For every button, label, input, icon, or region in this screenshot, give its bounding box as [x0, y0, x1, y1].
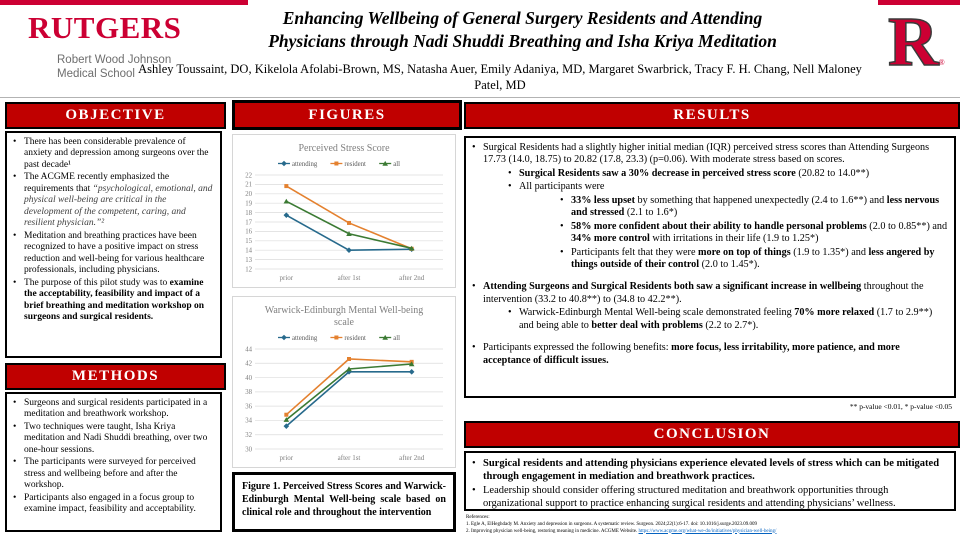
svg-text:prior: prior: [280, 454, 294, 462]
results-content-box: Surgical Residents had a slightly higher…: [464, 136, 956, 398]
methods-content-box: Surgeons and surgical residents particip…: [5, 392, 222, 532]
bullet-item: Leadership should consider offering stru…: [470, 484, 948, 509]
registered-trademark-icon: ®: [938, 58, 945, 67]
bullet-item: All participants were: [506, 181, 948, 194]
results-section-header: RESULTS: [464, 102, 960, 129]
svg-text:38: 38: [245, 389, 252, 396]
svg-text:30: 30: [245, 446, 252, 453]
bullet-item: Attending Surgeons and Surgical Resident…: [470, 281, 948, 306]
bullet-item: The ACGME recently emphasized the requir…: [11, 172, 214, 229]
svg-text:21: 21: [245, 182, 252, 189]
bullet-item: The purpose of this pilot study was to e…: [11, 278, 214, 324]
svg-text:16: 16: [245, 229, 252, 236]
top-red-bar-right: [878, 0, 960, 5]
poster-title-line1: Enhancing Wellbeing of General Surgery R…: [282, 8, 763, 28]
rutgers-wordmark-logo: RUTGERS: [28, 10, 182, 45]
svg-text:attending: attending: [292, 161, 318, 168]
svg-text:13: 13: [245, 257, 252, 264]
conclusion-bullet-list: Surgical residents and attending physici…: [466, 453, 954, 509]
svg-text:all: all: [393, 335, 400, 342]
svg-text:after 1st: after 1st: [338, 274, 361, 282]
svg-text:40: 40: [245, 375, 252, 382]
objective-section-header: OBJECTIVE: [5, 102, 226, 129]
school-name-line2: Medical School: [57, 68, 135, 81]
svg-text:scale: scale: [334, 317, 355, 328]
bullet-item: 58% more confident about their ability t…: [558, 221, 948, 246]
svg-text:34: 34: [245, 418, 252, 425]
bullet-item: Surgical residents and attending physici…: [470, 457, 948, 483]
reference-item-2-link[interactable]: https://www.acgme.org/what-we-do/initiat…: [638, 528, 777, 534]
chart-perceived-stress: Perceived Stress Score attending resident a…: [232, 134, 456, 288]
reference-item-2: 2. Improving physician well-being, resto…: [466, 529, 956, 536]
results-heading: RESULTS: [673, 107, 751, 123]
p-value-footnote: ** p-value <0.01, * p-value <0.05: [849, 402, 952, 411]
svg-text:after 2nd: after 2nd: [399, 454, 425, 462]
bullet-item: Participants also engaged in a focus gro…: [11, 493, 214, 516]
references-block: References: 1. Egle A, ElHeghdady M. Anx…: [466, 515, 956, 535]
objective-bullet-list: There has been considerable prevalence o…: [7, 133, 220, 327]
methods-section-header: METHODS: [5, 363, 226, 390]
conclusion-section-header: CONCLUSION: [464, 421, 960, 448]
svg-text:all: all: [393, 161, 400, 168]
bullet-item: There has been considerable prevalence o…: [11, 137, 214, 171]
block-r-letter: R: [887, 4, 939, 81]
top-red-bar-left: [0, 0, 248, 5]
svg-text:attending: attending: [292, 335, 318, 342]
svg-text:resident: resident: [344, 161, 366, 168]
reference-item-2-text: 2. Improving physician well-being, resto…: [466, 528, 639, 534]
school-name-line1: Robert Wood Johnson: [57, 54, 172, 66]
conclusion-heading: CONCLUSION: [653, 426, 771, 442]
header-divider: [0, 97, 960, 98]
reference-item-1: 1. Egle A, ElHeghdady M. Anxiety and dep…: [466, 521, 758, 527]
authors-line: Ashley Toussaint, DO, Kikelola Afolabi-B…: [138, 62, 862, 92]
svg-text:44: 44: [245, 346, 252, 353]
references-heading: References:: [466, 515, 490, 520]
bullet-item: Surgical Residents had a slightly higher…: [470, 142, 948, 167]
objective-heading: OBJECTIVE: [65, 107, 166, 123]
svg-text:Perceived Stress Score: Perceived Stress Score: [298, 143, 390, 154]
results-bullet-list: Surgical Residents had a slightly higher…: [466, 138, 954, 370]
poster-title-line2: Physicians through Nadi Shuddi Breathing…: [268, 30, 777, 51]
svg-text:prior: prior: [280, 274, 294, 282]
wellbeing-chart: Warwick-Edinburgh Mental Well-beingscale…: [245, 305, 443, 462]
rutgers-block-r-logo: R®: [887, 7, 945, 79]
bullet-item: The participants were surveyed for perce…: [11, 457, 214, 491]
methods-heading: METHODS: [71, 368, 160, 384]
svg-text:14: 14: [245, 248, 252, 255]
bullet-item: 33% less upset by something that happene…: [558, 195, 948, 220]
svg-text:36: 36: [245, 403, 252, 410]
bullet-item: Warwick-Edinburgh Mental Well-being scal…: [506, 307, 948, 332]
bullet-item: Meditation and breathing practices have …: [11, 231, 214, 277]
bullet-item: Participants expressed the following ben…: [470, 342, 948, 367]
chart-wellbeing: Warwick-Edinburgh Mental Well-being scale…: [232, 296, 456, 468]
svg-text:22: 22: [245, 172, 252, 179]
svg-text:after 2nd: after 2nd: [399, 274, 425, 282]
bullet-item: Participants felt that they were more on…: [558, 247, 948, 272]
methods-bullet-list: Surgeons and surgical residents particip…: [7, 394, 220, 519]
poster-title: Enhancing Wellbeing of General Surgery R…: [175, 7, 870, 53]
objective-content-box: There has been considerable prevalence o…: [5, 131, 222, 358]
bullet-item: Surgeons and surgical residents particip…: [11, 398, 214, 421]
svg-text:resident: resident: [344, 335, 366, 342]
svg-text:15: 15: [245, 238, 252, 245]
bullet-item: Two techniques were taught, Isha Kriya m…: [11, 422, 214, 456]
school-name: Robert Wood Johnson Medical School: [57, 53, 171, 82]
svg-text:12: 12: [245, 266, 252, 273]
conclusion-content-box: Surgical residents and attending physici…: [464, 451, 956, 511]
figures-heading: FIGURES: [308, 106, 386, 123]
svg-text:19: 19: [245, 201, 252, 208]
svg-text:17: 17: [245, 219, 252, 226]
svg-text:32: 32: [245, 432, 252, 439]
svg-text:20: 20: [245, 191, 252, 198]
svg-text:18: 18: [245, 210, 252, 217]
perceived-stress-chart: Perceived Stress Score attending resident a…: [245, 143, 443, 282]
bullet-item: Surgical Residents saw a 30% decrease in…: [506, 168, 948, 181]
figure-caption: Figure 1. Perceived Stress Scores and Wa…: [232, 472, 456, 532]
svg-text:Warwick-Edinburgh Mental Well-: Warwick-Edinburgh Mental Well-being: [265, 305, 424, 316]
figures-section-header: FIGURES: [232, 100, 462, 130]
svg-text:42: 42: [245, 361, 252, 368]
svg-text:after 1st: after 1st: [338, 454, 361, 462]
